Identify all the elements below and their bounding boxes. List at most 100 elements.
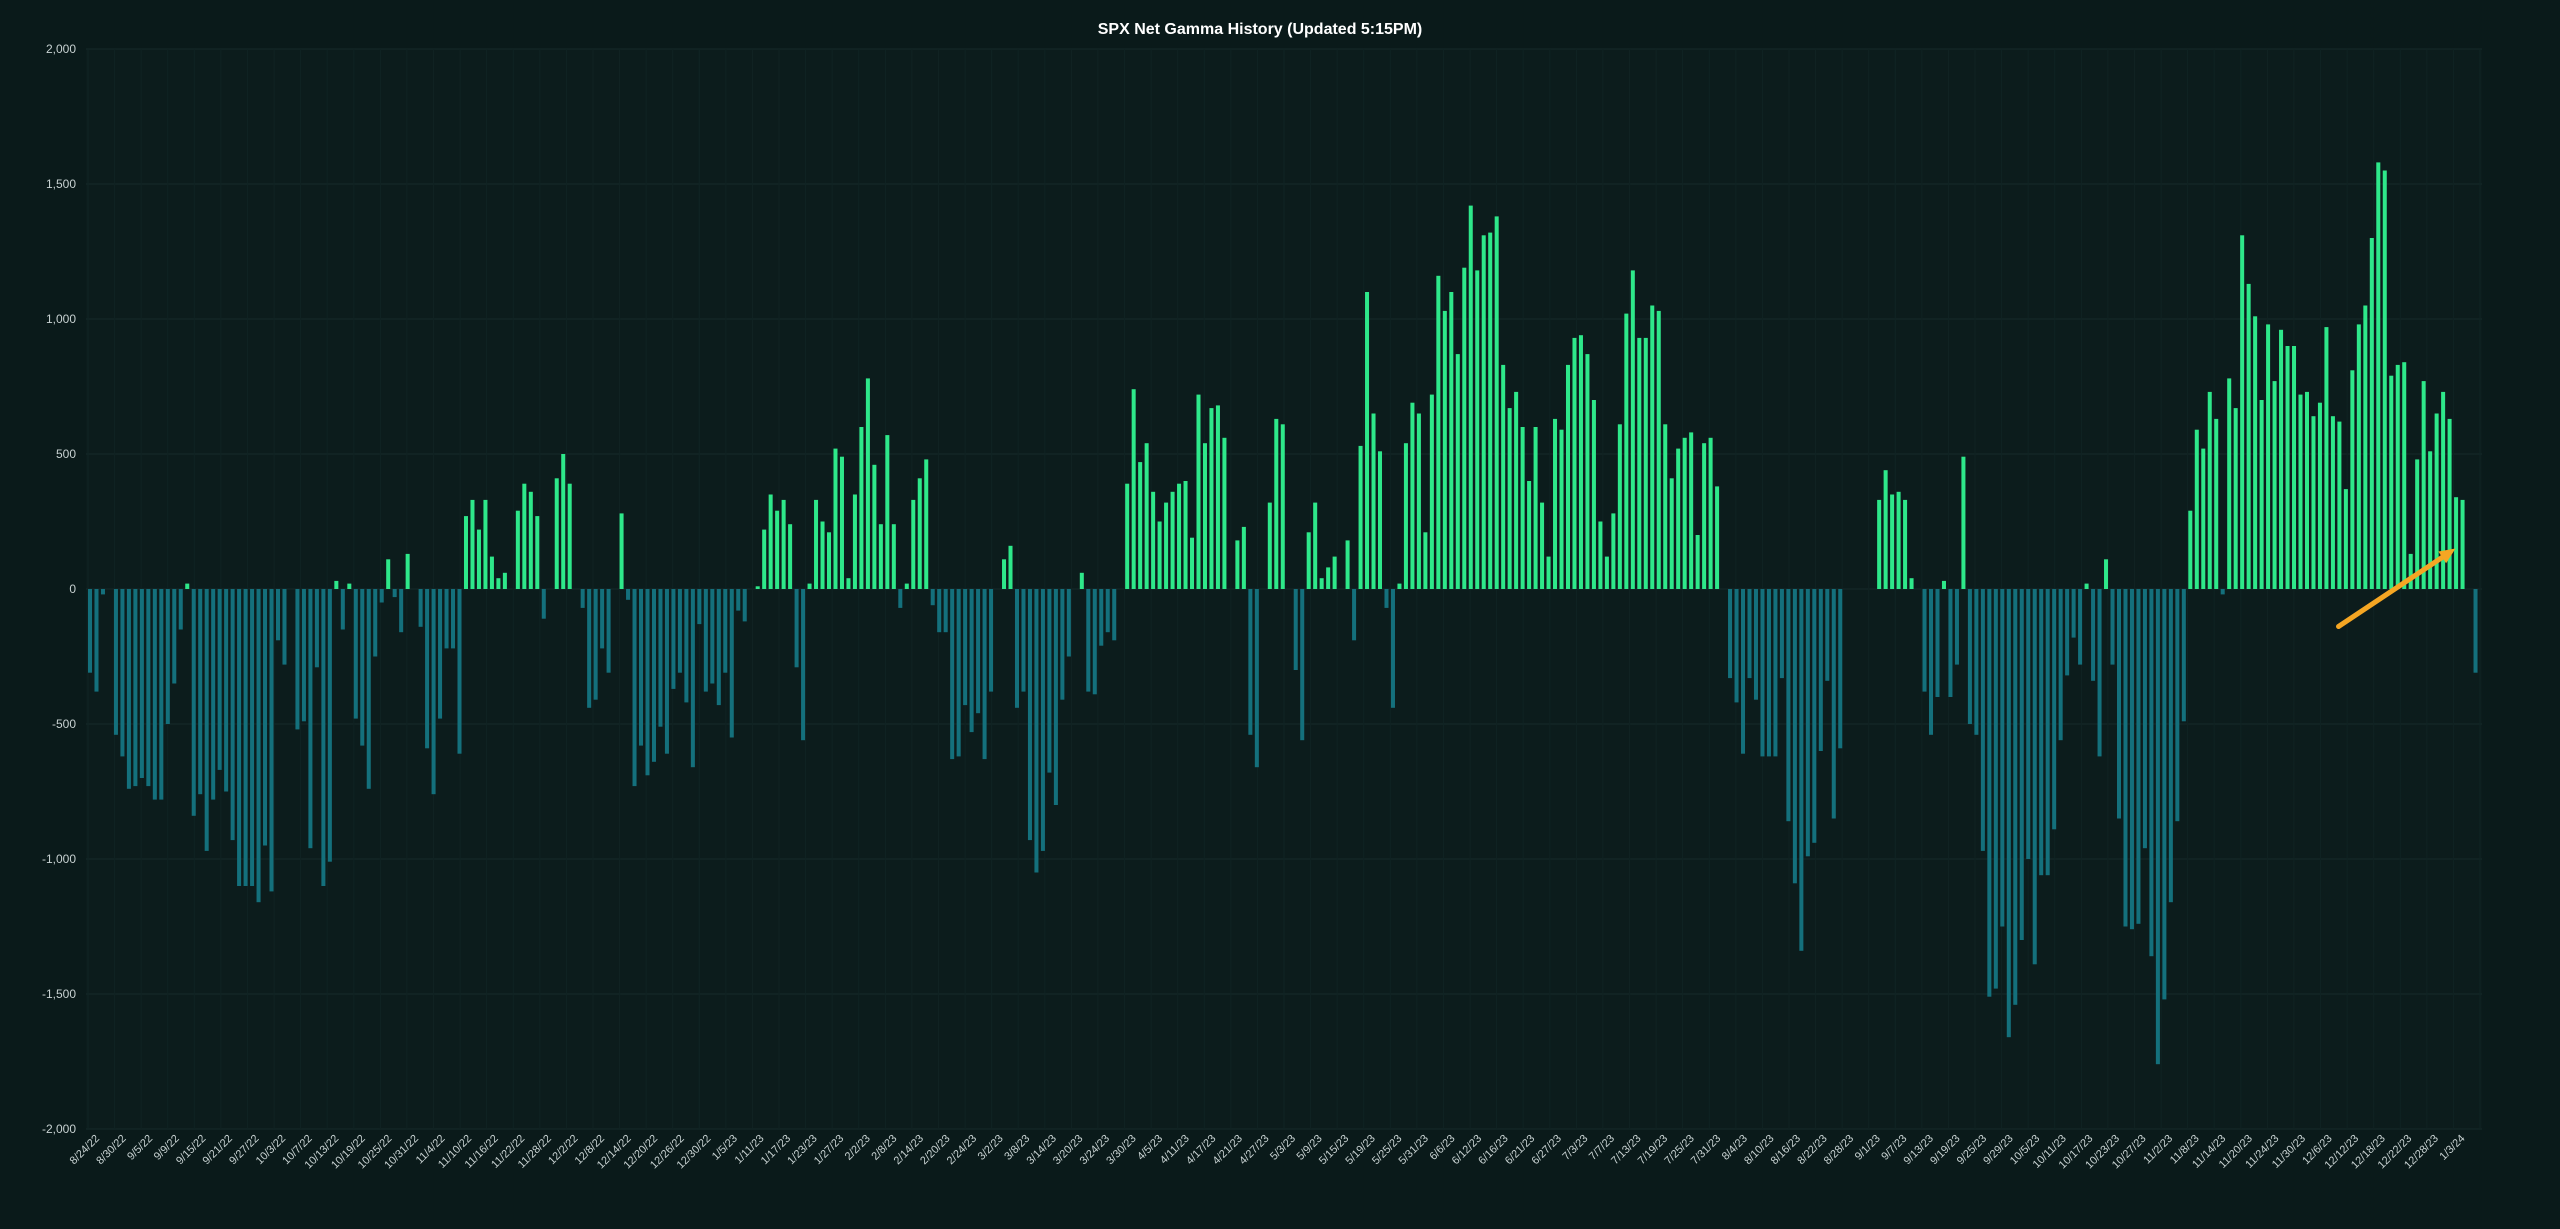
bar	[2460, 499, 2465, 589]
bar	[1157, 521, 1162, 589]
bar	[1053, 589, 1058, 805]
bar	[1799, 589, 1804, 951]
bar	[399, 589, 404, 633]
bar	[2253, 316, 2258, 589]
bar	[554, 478, 559, 589]
bar	[347, 583, 352, 589]
bar	[2220, 589, 2225, 595]
bar	[645, 589, 650, 776]
bar	[1449, 292, 1454, 589]
annotation-arrow	[2336, 548, 2456, 629]
bar	[1695, 535, 1700, 589]
bar	[224, 589, 229, 792]
bar	[528, 491, 533, 589]
bar	[1164, 502, 1169, 589]
bar	[2447, 418, 2452, 589]
bar	[2266, 324, 2271, 589]
bar	[2032, 589, 2037, 965]
bar	[2324, 327, 2329, 589]
bar	[2110, 589, 2115, 665]
bar	[2078, 589, 2083, 665]
bar	[1151, 491, 1156, 589]
bar	[2382, 170, 2387, 589]
bar	[839, 456, 844, 589]
bar	[353, 589, 358, 719]
bar	[723, 589, 728, 673]
bar	[1974, 589, 1979, 735]
bar	[561, 454, 566, 589]
bar	[366, 589, 371, 789]
bar	[1818, 589, 1823, 751]
bar	[2097, 589, 2102, 757]
bar	[1442, 310, 1447, 589]
bar	[2019, 589, 2024, 940]
bar	[172, 589, 177, 684]
bar	[340, 589, 345, 630]
bar	[1410, 402, 1415, 589]
bar	[2006, 589, 2011, 1038]
bar	[2084, 583, 2089, 589]
bar	[301, 589, 306, 722]
bar	[2363, 305, 2368, 589]
bar	[1527, 481, 1532, 589]
bar	[1196, 394, 1201, 589]
bar	[1254, 589, 1259, 768]
bar	[327, 589, 332, 862]
bar	[2026, 589, 2031, 859]
bar	[1954, 589, 1959, 665]
bar	[1293, 589, 1298, 670]
bar	[463, 516, 468, 589]
bar	[1650, 305, 1655, 589]
bar	[1753, 589, 1758, 700]
bar	[600, 589, 605, 649]
bar	[185, 583, 190, 589]
bar	[483, 499, 488, 589]
bar	[476, 529, 481, 589]
bar	[1352, 589, 1357, 641]
bar	[211, 589, 216, 800]
bar	[1468, 205, 1473, 589]
bar	[982, 589, 987, 760]
bar	[606, 589, 611, 673]
bar	[1520, 427, 1525, 589]
bar	[833, 448, 838, 589]
bar	[2155, 589, 2160, 1065]
bar	[1455, 354, 1460, 589]
bar	[716, 589, 721, 706]
bar	[963, 589, 968, 706]
bar	[2233, 408, 2238, 589]
bar	[762, 529, 767, 589]
bar	[1715, 486, 1720, 589]
bar	[703, 589, 708, 692]
bar	[671, 589, 676, 689]
bar	[1689, 432, 1694, 589]
bar	[541, 589, 546, 619]
bar	[1313, 502, 1318, 589]
bar	[217, 589, 222, 770]
bar	[159, 589, 164, 800]
bar	[1533, 427, 1538, 589]
bar	[2168, 589, 2173, 903]
bar	[1462, 267, 1467, 589]
bar	[2071, 589, 2076, 638]
bar	[2376, 162, 2381, 589]
bar	[917, 478, 922, 589]
bar	[489, 556, 494, 589]
bar	[2116, 589, 2122, 819]
bar	[334, 580, 339, 589]
bar	[1390, 589, 1395, 708]
bar	[1501, 364, 1506, 589]
bar	[457, 589, 462, 754]
bar	[1812, 589, 1817, 843]
bar	[230, 589, 235, 841]
bar	[2045, 589, 2050, 876]
bar	[898, 589, 903, 608]
bar	[1831, 589, 1836, 819]
bar	[204, 589, 209, 851]
bar	[308, 589, 313, 849]
bar	[1682, 437, 1687, 589]
bar	[2428, 451, 2433, 589]
bar	[152, 589, 157, 800]
chart-title: SPX Net Gamma History (Updated 5:15PM)	[1098, 21, 1423, 38]
bar	[139, 589, 144, 778]
